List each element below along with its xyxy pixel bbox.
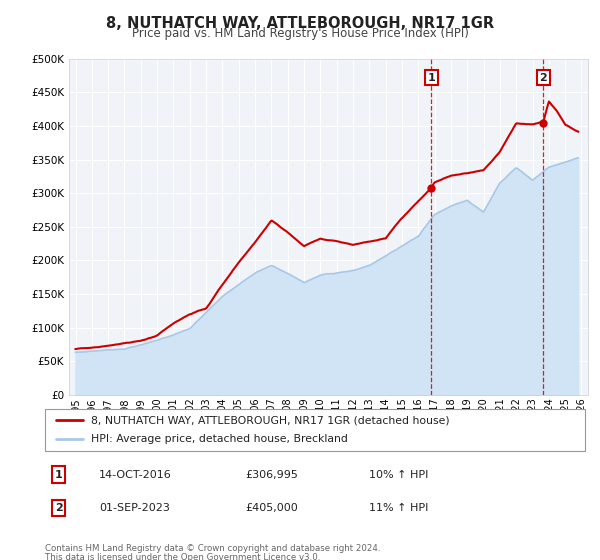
Text: 8, NUTHATCH WAY, ATTLEBOROUGH, NR17 1GR (detached house): 8, NUTHATCH WAY, ATTLEBOROUGH, NR17 1GR …: [91, 415, 449, 425]
Text: 01-SEP-2023: 01-SEP-2023: [99, 503, 170, 513]
Text: HPI: Average price, detached house, Breckland: HPI: Average price, detached house, Brec…: [91, 435, 348, 445]
Text: 2: 2: [55, 503, 62, 513]
Text: This data is licensed under the Open Government Licence v3.0.: This data is licensed under the Open Gov…: [45, 553, 320, 560]
Text: £405,000: £405,000: [245, 503, 298, 513]
Text: £306,995: £306,995: [245, 470, 298, 479]
Text: 10% ↑ HPI: 10% ↑ HPI: [369, 470, 428, 479]
Text: Contains HM Land Registry data © Crown copyright and database right 2024.: Contains HM Land Registry data © Crown c…: [45, 544, 380, 553]
Text: 1: 1: [55, 470, 62, 479]
Text: 2: 2: [539, 73, 547, 83]
FancyBboxPatch shape: [45, 409, 585, 451]
Text: 8, NUTHATCH WAY, ATTLEBOROUGH, NR17 1GR: 8, NUTHATCH WAY, ATTLEBOROUGH, NR17 1GR: [106, 16, 494, 31]
Text: 1: 1: [427, 73, 435, 83]
Text: 14-OCT-2016: 14-OCT-2016: [99, 470, 172, 479]
Text: Price paid vs. HM Land Registry's House Price Index (HPI): Price paid vs. HM Land Registry's House …: [131, 27, 469, 40]
Text: 11% ↑ HPI: 11% ↑ HPI: [369, 503, 428, 513]
